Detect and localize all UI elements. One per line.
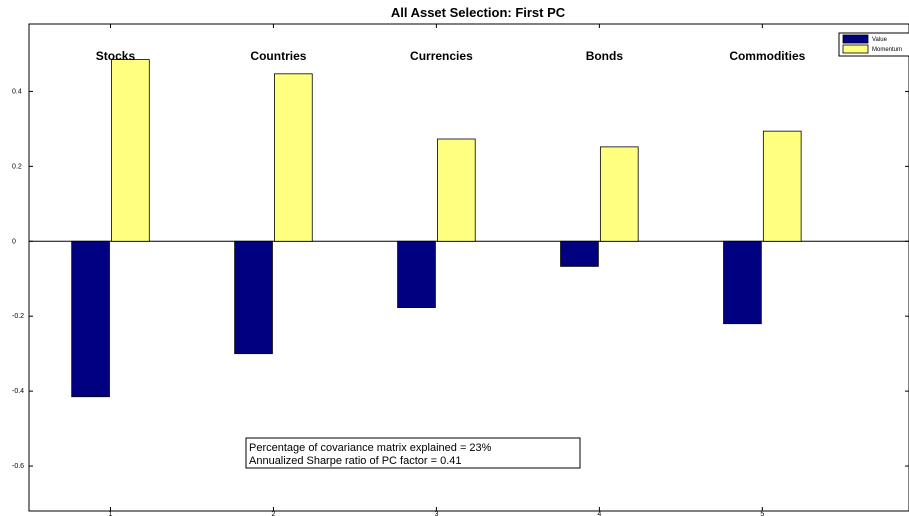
legend: Value Momentum: [838, 32, 909, 57]
bar-momentum-2: [274, 73, 313, 242]
legend-swatch-momentum: [842, 44, 869, 54]
bar-momentum-3: [437, 138, 476, 242]
x-tick-label: 5: [760, 511, 764, 516]
bar-value-2: [234, 240, 273, 355]
y-tick-label: -0.4: [12, 388, 24, 395]
annotation-line-1: Percentage of covariance matrix explaine…: [249, 442, 492, 454]
x-axis-ticks: 1 2 3 4 5: [109, 24, 764, 516]
annotation-box: Percentage of covariance matrix explaine…: [245, 437, 581, 469]
legend-swatch-value: [842, 34, 869, 44]
bar-value-1: [71, 240, 110, 398]
x-tick-label: 4: [597, 511, 601, 516]
y-tick-label: 0.2: [12, 163, 22, 170]
plot-area: [28, 23, 909, 512]
bar-momentum-5: [762, 130, 802, 242]
bar-value-3: [397, 240, 436, 308]
category-label: Bonds: [586, 49, 624, 63]
y-tick-label: -0.6: [12, 463, 24, 470]
y-axis-ticks: -0.6 -0.4 -0.2 0 0.2 0.4: [12, 88, 909, 470]
category-label: Currencies: [410, 49, 473, 63]
x-tick-label: 2: [271, 511, 275, 516]
y-tick-label: 0.4: [12, 88, 22, 95]
category-label: Countries: [250, 49, 306, 63]
y-tick-label: -0.2: [12, 313, 24, 320]
category-labels: Stocks Countries Currencies Bonds Commoditie…: [96, 49, 806, 63]
category-label: Stocks: [96, 49, 136, 63]
bars: [71, 59, 802, 398]
bar-value-4: [560, 240, 599, 267]
x-tick-label: 1: [109, 511, 113, 516]
annotation-frame: [245, 437, 581, 469]
chart-title: All Asset Selection: First PC: [391, 5, 566, 20]
legend-label-momentum: Momentum: [872, 47, 902, 53]
legend-label-value: Value: [872, 37, 888, 43]
bar-momentum-4: [599, 146, 639, 242]
annotation-line-2: Annualized Sharpe ratio of PC factor = 0…: [249, 455, 462, 467]
category-label: Commodities: [729, 49, 805, 63]
y-tick-label: 0: [12, 238, 16, 245]
x-tick-label: 3: [434, 511, 438, 516]
bar-value-5: [723, 240, 762, 325]
bar-momentum-1: [111, 59, 150, 242]
